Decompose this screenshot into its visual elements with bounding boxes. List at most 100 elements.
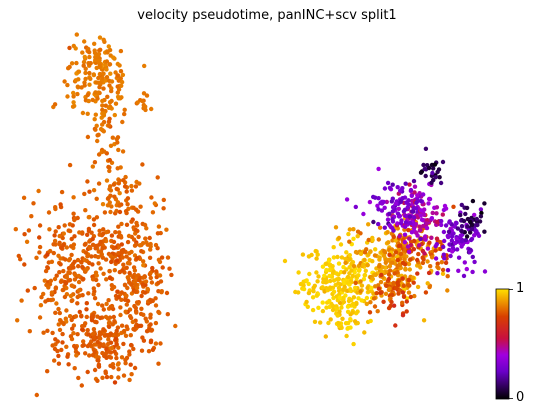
scatter-point	[87, 260, 92, 266]
scatter-point	[119, 83, 124, 89]
scatter-point	[374, 291, 379, 296]
scatter-point	[107, 116, 112, 122]
scatter-point	[85, 232, 90, 237]
scatter-point	[116, 294, 122, 300]
scatter-point	[147, 255, 153, 260]
scatter-point	[102, 149, 107, 154]
scatter-point	[94, 277, 99, 283]
scatter-point	[347, 227, 352, 232]
scatter-point	[62, 79, 67, 84]
scatter-point	[430, 210, 435, 216]
scatter-point	[153, 320, 159, 326]
scatter-point	[376, 196, 381, 201]
scatter-point	[344, 197, 350, 202]
scatter-point	[323, 280, 328, 285]
scatter-point	[109, 98, 114, 104]
scatter-point	[167, 266, 172, 271]
scatter-point	[58, 279, 64, 284]
scatter-point	[169, 272, 174, 278]
scatter-point	[90, 97, 95, 103]
scatter-point	[433, 244, 438, 249]
scatter-point	[91, 72, 97, 78]
scatter-point	[119, 242, 125, 247]
scatter-point	[144, 93, 150, 98]
scatter-point	[156, 361, 161, 366]
scatter-point	[109, 286, 115, 292]
scatter-point	[113, 337, 119, 342]
scatter-point	[376, 221, 381, 227]
scatter-point	[84, 301, 90, 306]
scatter-point	[305, 304, 310, 309]
scatter-point	[382, 249, 387, 254]
scatter-point	[406, 227, 411, 233]
scatter-point	[121, 328, 127, 334]
scatter-point	[83, 76, 88, 82]
scatter-point	[142, 222, 148, 228]
scatter-point	[141, 338, 147, 343]
scatter-point	[328, 317, 333, 322]
scatter-point	[85, 369, 90, 375]
scatter-point	[22, 232, 27, 237]
scatter-point	[87, 70, 92, 76]
scatter-point	[390, 292, 395, 298]
scatter-point	[424, 225, 430, 231]
scatter-point	[120, 149, 126, 154]
scatter-point	[296, 270, 301, 275]
scatter-point	[356, 296, 361, 301]
scatter-point	[26, 228, 32, 233]
scatter-point	[24, 239, 30, 244]
scatter-point	[100, 375, 105, 380]
scatter-point	[343, 260, 348, 265]
scatter-point	[104, 301, 109, 307]
scatter-point	[131, 237, 137, 242]
scatter-point	[83, 351, 88, 356]
scatter-point	[121, 249, 126, 254]
scatter-point	[383, 260, 388, 265]
scatter-point	[373, 284, 378, 289]
scatter-point	[142, 290, 148, 295]
scatter-point	[114, 208, 119, 214]
scatter-point	[93, 127, 98, 132]
scatter-point	[472, 212, 477, 218]
scatter-point	[382, 225, 387, 230]
scatter-point	[306, 281, 311, 287]
scatter-point	[427, 240, 432, 245]
scatter-point	[418, 198, 424, 204]
scatter-point	[153, 303, 159, 308]
scatter-point	[147, 235, 152, 241]
scatter-point	[95, 301, 101, 307]
scatter-point	[109, 303, 115, 309]
scatter-point	[125, 298, 131, 304]
scatter-point	[149, 280, 155, 285]
scatter-point	[127, 257, 132, 262]
scatter-point	[85, 179, 90, 184]
scatter-point	[58, 256, 63, 261]
scatter-point	[439, 222, 444, 228]
scatter-point	[435, 169, 440, 175]
scatter-point	[147, 297, 153, 303]
scatter-point	[433, 175, 438, 180]
scatter-point	[445, 288, 450, 293]
scatter-point	[341, 280, 347, 285]
scatter-point	[77, 293, 82, 298]
scatter-point	[391, 303, 397, 308]
scatter-point	[47, 227, 52, 232]
scatter-point	[97, 71, 103, 77]
scatter-point	[84, 314, 90, 320]
scatter-point	[311, 289, 316, 294]
scatter-point	[351, 295, 357, 300]
scatter-point	[118, 312, 123, 318]
scatter-point	[104, 355, 109, 360]
scatter-point	[367, 310, 373, 315]
scatter-point	[61, 321, 66, 327]
scatter-point	[96, 132, 101, 137]
scatter-point	[363, 268, 368, 273]
scatter-point	[66, 362, 71, 367]
scatter-point	[393, 250, 399, 255]
scatter-point	[80, 327, 85, 332]
scatter-point	[85, 111, 90, 117]
scatter-point	[79, 260, 84, 265]
scatter-point	[426, 270, 432, 276]
scatter-point	[139, 306, 144, 311]
scatter-point	[425, 246, 431, 251]
